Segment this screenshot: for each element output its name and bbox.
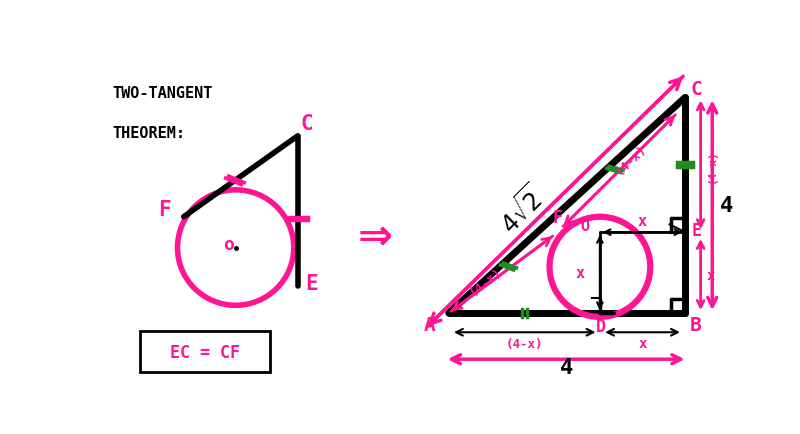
Text: C: C <box>690 80 702 99</box>
Text: C: C <box>301 113 314 133</box>
Text: E: E <box>305 274 318 294</box>
Text: (4-x): (4-x) <box>613 142 649 178</box>
Text: F: F <box>552 209 562 227</box>
Text: O: O <box>580 219 589 234</box>
Text: (4-x): (4-x) <box>707 148 717 182</box>
Text: x: x <box>575 266 585 280</box>
Text: x: x <box>638 213 647 228</box>
FancyBboxPatch shape <box>139 331 270 372</box>
Text: x: x <box>707 268 715 282</box>
Text: THEOREM:: THEOREM: <box>112 125 186 141</box>
Text: (4-x): (4-x) <box>466 264 504 298</box>
Text: (4-x): (4-x) <box>506 338 543 351</box>
Text: TWO-TANGENT: TWO-TANGENT <box>112 85 213 100</box>
Text: $4\sqrt{2}$: $4\sqrt{2}$ <box>494 181 551 239</box>
Text: x: x <box>638 336 646 351</box>
Text: B: B <box>690 315 702 334</box>
Text: o: o <box>223 236 234 253</box>
Text: F: F <box>158 200 170 220</box>
Text: 4: 4 <box>559 357 573 377</box>
Text: A: A <box>423 315 435 334</box>
Text: ⇒: ⇒ <box>358 216 393 257</box>
Text: 4: 4 <box>720 196 733 216</box>
Text: E: E <box>691 222 702 240</box>
Text: D: D <box>596 318 606 335</box>
Text: EC = CF: EC = CF <box>170 343 240 361</box>
